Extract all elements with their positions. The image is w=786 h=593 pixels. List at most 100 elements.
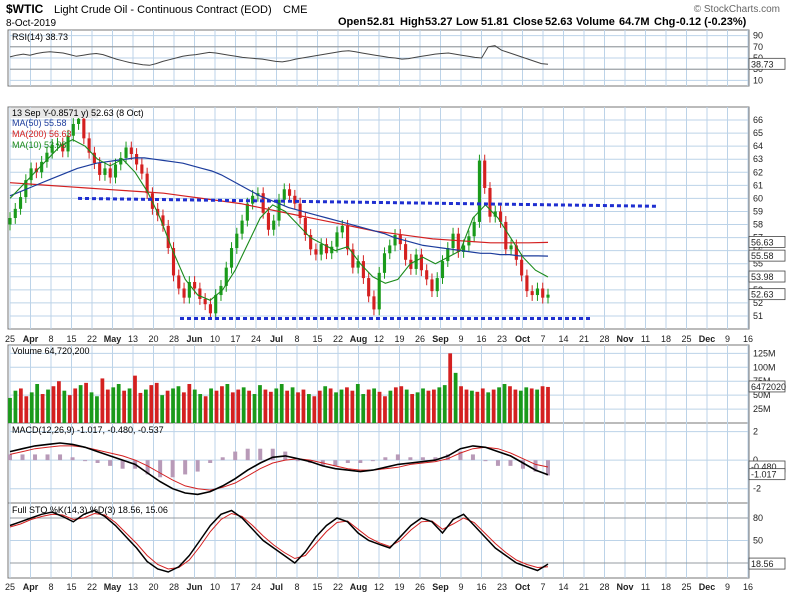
- candle-body: [135, 154, 139, 165]
- ma200-line: [9, 182, 549, 244]
- x-tick-label: Jul: [270, 582, 283, 592]
- x-tick-label: 20: [148, 582, 158, 592]
- macd-histogram-bar: [520, 460, 525, 469]
- sto-last-label-box: [748, 557, 786, 570]
- low-value: 51.81: [481, 16, 509, 28]
- x-tick-label: Nov: [616, 334, 633, 344]
- symbol: $WTIC: [6, 2, 44, 16]
- volume-bar: [345, 387, 349, 423]
- candle-body: [404, 244, 408, 260]
- volume-bar: [464, 389, 469, 423]
- volume-bar: [377, 391, 382, 423]
- volume-bar: [111, 387, 116, 423]
- candle-body: [493, 211, 497, 217]
- macd-histogram-bar: [445, 454, 450, 461]
- volume-bar: [513, 389, 518, 423]
- x-tick-label: 17: [230, 334, 240, 344]
- candle-body: [124, 147, 128, 158]
- volume-bar: [350, 390, 355, 423]
- price-last-label: 56.63: [751, 237, 774, 247]
- volume-bar: [57, 381, 61, 423]
- candle-body: [361, 261, 365, 279]
- sto-last-label: 18.56: [751, 559, 774, 569]
- x-tick-label: Dec: [699, 582, 716, 592]
- x-tick-label: 9: [725, 582, 730, 592]
- candle-body: [282, 189, 286, 200]
- volume-bar: [470, 390, 474, 423]
- macd-histogram-bar: [170, 460, 175, 478]
- macd-last-label-box: [748, 468, 786, 481]
- chg-label: Chg: [654, 16, 675, 28]
- candle-body: [393, 234, 397, 246]
- x-tick-label: May: [104, 582, 122, 592]
- candle-body: [525, 275, 529, 292]
- x-tick-label: 24: [251, 334, 261, 344]
- volume-bar: [13, 390, 18, 423]
- candle-body: [335, 232, 339, 247]
- price-tick-label: 61: [753, 180, 763, 190]
- candle-body: [287, 189, 292, 196]
- volume-tick-label: 125M: [753, 348, 776, 358]
- volume-bar: [546, 386, 550, 423]
- candle-body: [303, 218, 307, 235]
- x-tick-label: 23: [497, 334, 507, 344]
- volume-bar: [209, 388, 213, 423]
- price-legend-bg: [10, 108, 98, 118]
- volume-bar: [241, 387, 246, 423]
- macd-histogram-bar: [458, 451, 463, 461]
- candle-body: [514, 245, 518, 260]
- candle-body: [29, 168, 33, 181]
- grid: [9, 30, 749, 578]
- candle-body: [541, 288, 545, 298]
- x-tick-label: Oct: [515, 582, 530, 592]
- sto-tick-label: 80: [753, 513, 763, 523]
- macd-histogram-bar: [208, 460, 213, 463]
- candle-body: [340, 225, 344, 233]
- resistance-trendline: [77, 196, 657, 208]
- volume-bar: [529, 388, 534, 423]
- x-tick-label: Oct: [515, 334, 530, 344]
- candle-body: [203, 298, 207, 305]
- candle-body: [388, 245, 392, 254]
- macd-histogram-bar: [358, 460, 363, 463]
- volume-bar: [143, 389, 148, 423]
- candle-body: [145, 173, 149, 194]
- x-tick-label: 13: [128, 334, 138, 344]
- price-last-label-box: [748, 288, 786, 301]
- close-label: Close: [513, 16, 543, 28]
- volume-bar: [133, 375, 137, 423]
- macd-histogram-bar: [183, 460, 188, 475]
- volume-last-label: 64720200: [751, 382, 786, 392]
- volume-bar: [448, 353, 453, 423]
- volume-bar: [361, 394, 366, 423]
- candle-body: [314, 249, 318, 255]
- x-tick-label: 18: [661, 334, 671, 344]
- volume-bar: [8, 397, 12, 423]
- volume-bar: [198, 394, 203, 423]
- panel-legends: RSI(14) 38.73 13 Sep Y-0.8571 y) 52.63 (…: [10, 32, 168, 515]
- candle-body: [372, 296, 376, 310]
- candle-body: [446, 248, 450, 262]
- x-tick-label: 15: [66, 334, 76, 344]
- macd-histogram-bar: [420, 457, 425, 461]
- price-last-label: 55.58: [751, 251, 774, 261]
- candle-body: [98, 163, 102, 175]
- candle-body: [272, 220, 276, 230]
- x-tick-label: 15: [66, 582, 76, 592]
- chart-header: $WTIC Light Crude Oil - Continuous Contr…: [6, 2, 780, 29]
- macd-histogram-bar: [220, 457, 225, 461]
- x-tick-label: 20: [148, 334, 158, 344]
- volume-bar: [366, 389, 371, 423]
- candle-body: [198, 288, 202, 299]
- volume-bar: [323, 386, 328, 423]
- macd-histogram-bar: [395, 454, 400, 461]
- x-tick-label: Aug: [350, 334, 368, 344]
- macd-last-label: -1.017: [751, 470, 777, 480]
- candle-body: [161, 215, 165, 226]
- candle-body: [71, 123, 75, 136]
- volume-bar: [171, 388, 175, 423]
- volume-bar: [502, 384, 507, 423]
- volume-last-label-box: [748, 380, 786, 393]
- x-tick-label: 19: [394, 334, 404, 344]
- x-tick-label: 12: [374, 582, 384, 592]
